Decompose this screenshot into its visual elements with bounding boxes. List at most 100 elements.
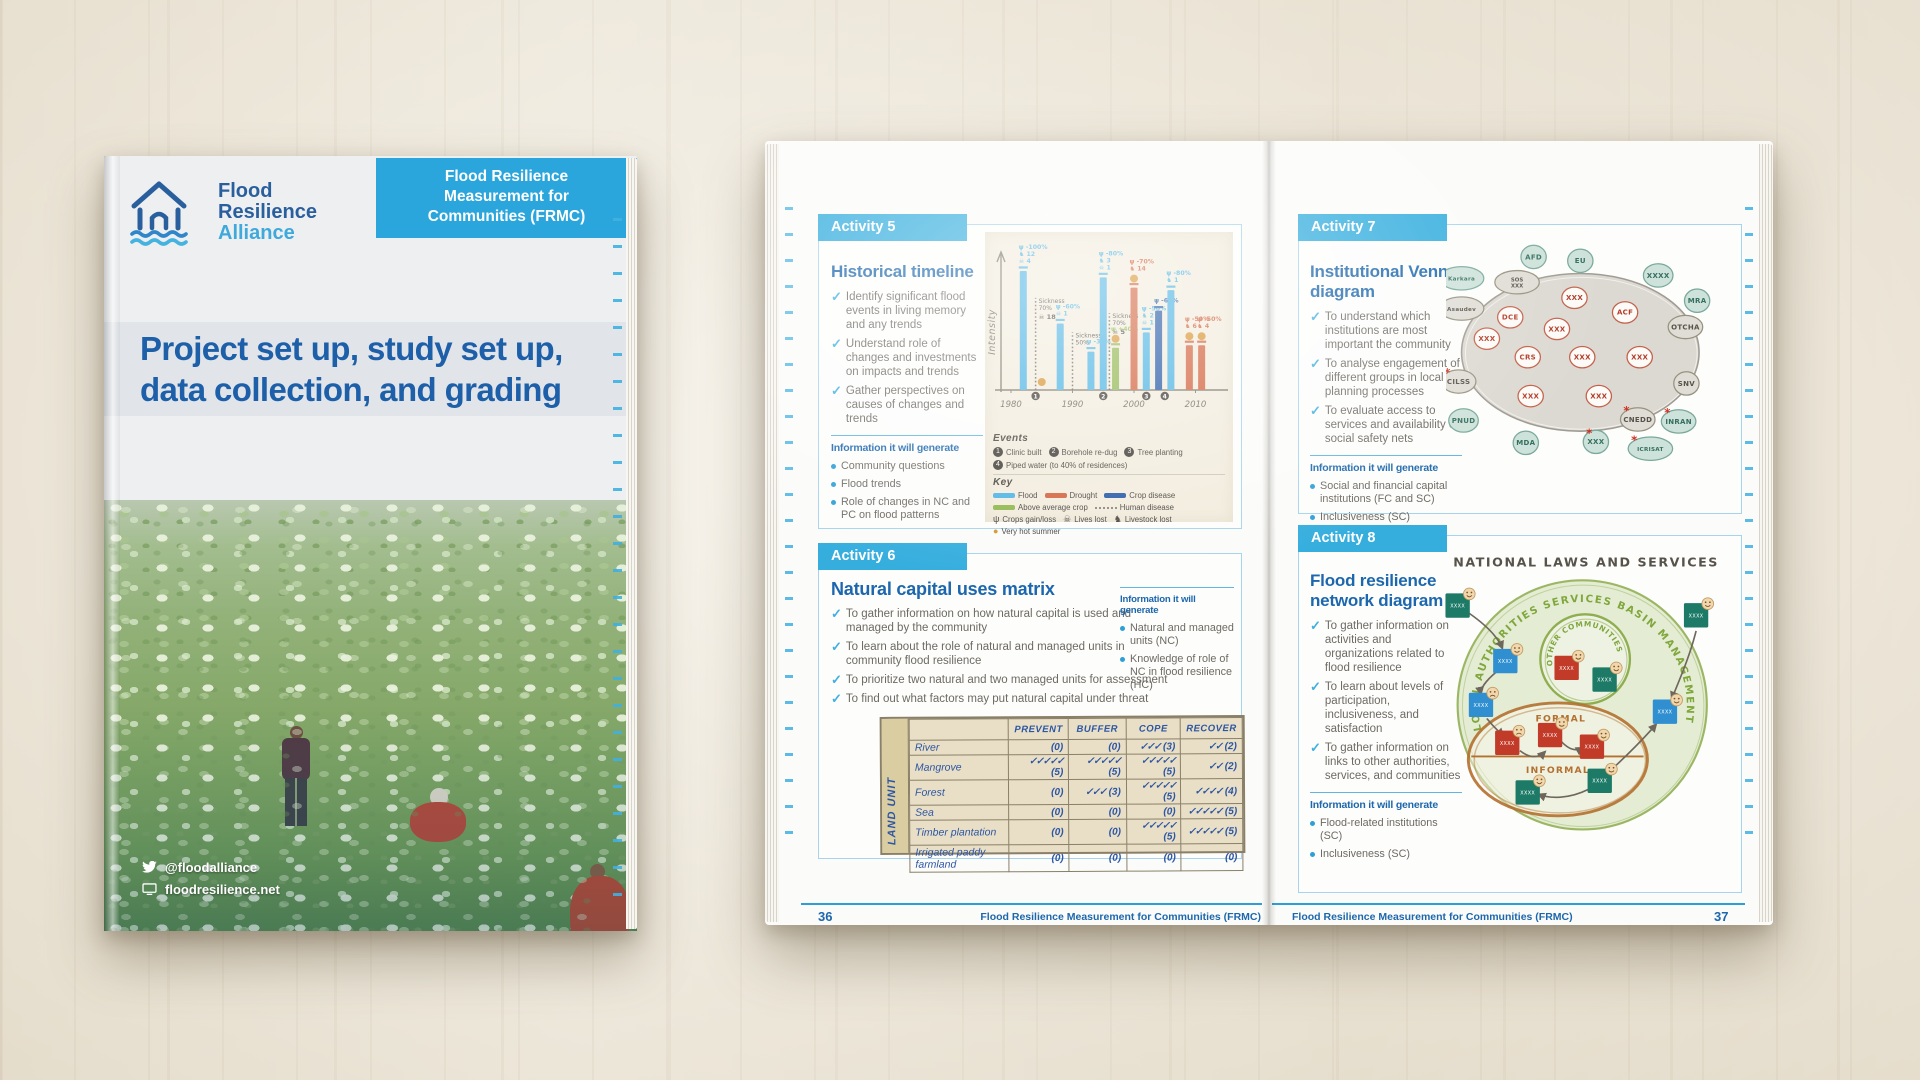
footer-rule (801, 903, 1262, 905)
star-marker: * (1664, 406, 1670, 420)
check-icon: ✓ (1310, 679, 1321, 694)
divider (1120, 587, 1234, 588)
matrix-column-header: COPE (1125, 717, 1181, 740)
svg-text:CRS: CRS (1520, 354, 1536, 362)
matrix-row: Irrigated paddy farmland (0) (0) (0) (0) (909, 843, 1243, 873)
venn-bubble: Karkara (1446, 266, 1485, 291)
matrix-row: River (0) (0) ✓✓✓ (3) ✓✓ (2) (909, 738, 1243, 756)
frmc-corner-badge: Flood Resilience Measurement for Communi… (376, 158, 637, 238)
svg-text:PNUD: PNUD (1452, 417, 1476, 425)
svg-text:♞ 2: ♞ 2 (1142, 312, 1154, 319)
venn-bubble: ACF (1611, 301, 1639, 324)
bullet-item: Flood-related institutions (SC) (1310, 817, 1462, 843)
face-icon (1512, 724, 1526, 738)
svg-text:XXXX: XXXX (1647, 272, 1670, 280)
matrix-cell: (0) (1069, 844, 1127, 872)
svg-text:ACF: ACF (1617, 309, 1633, 317)
bullet-dot (831, 500, 836, 505)
check-icon: ✓ (831, 672, 842, 687)
key-legend-item: Human disease (1094, 503, 1174, 512)
svg-text:♞ 12: ♞ 12 (1019, 251, 1035, 258)
color-swatch (1104, 493, 1127, 498)
events-legend: 1 Clinic built 2 Borehole re-dug 3 Tree plant… (993, 447, 1225, 470)
svg-text:1980: 1980 (1000, 400, 1022, 410)
check-item: ✓ To understand which institutions are mo… (1310, 309, 1451, 351)
svg-text:XXXX: XXXX (1474, 703, 1489, 709)
svg-text:DCE: DCE (1502, 314, 1519, 322)
venn-bubble: PNUD (1448, 408, 1479, 433)
dotted-swatch (1094, 506, 1117, 509)
svg-text:OTCHA: OTCHA (1671, 323, 1700, 331)
natural-capital-matrix: LAND UNIT PREVENT BUFFER COPE RECOVER River(… (879, 715, 1246, 873)
svg-text:INFORMAL: INFORMAL (1526, 765, 1590, 776)
matrix-row-label: Forest (909, 779, 1009, 806)
venn-bubble: XXX (1561, 286, 1588, 310)
svg-text:XXX: XXX (1590, 392, 1607, 400)
activity5-tab: Activity 5 (818, 214, 967, 241)
events-legend-item: 3 Tree planting (1124, 447, 1183, 457)
photo-person-standing (290, 726, 303, 739)
venn-bubble: AFD (1520, 244, 1547, 270)
check-item: ✓ To learn about levels of participation,… (1310, 679, 1444, 735)
svg-text:☠ 18: ☠ 18 (1039, 313, 1057, 321)
venn-bubble: ICRISAT* (1627, 433, 1674, 461)
key-legend-item: Above average crop (993, 503, 1088, 512)
venn-bubble: XXX (1626, 345, 1653, 369)
venn-bubble: MRA (1683, 288, 1711, 314)
check-icon: ✓ (831, 383, 842, 398)
key-legend: Flood Drought Crop disease Above average cr… (993, 491, 1225, 536)
matrix-cell: ✓✓✓✓✓ (5) (1126, 778, 1182, 805)
bullet-dot (1310, 852, 1315, 857)
activity6-tab: Activity 6 (818, 543, 967, 570)
key-legend-item: ☠ Lives lost (1063, 514, 1107, 525)
event-number-badge: 1 (993, 447, 1003, 457)
check-icon: ✓ (1310, 740, 1321, 755)
svg-text:XXXX: XXXX (1450, 604, 1465, 610)
key-legend-item: Drought (1044, 491, 1097, 500)
svg-text:ψ -60%: ψ -60% (1056, 303, 1080, 310)
star-marker: * (1446, 366, 1450, 380)
check-item: ✓ To gather information on activities and… (1310, 618, 1449, 674)
svg-text:☠ 4: ☠ 4 (1019, 258, 1032, 265)
face-icon (1533, 774, 1546, 788)
matrix-cell: (0) (1009, 844, 1070, 872)
matrix-row-label: Sea (909, 804, 1010, 821)
svg-text:Karkara: Karkara (1448, 277, 1475, 283)
svg-text:3: 3 (1144, 393, 1148, 400)
footer-text: Flood Resilience Measurement for Communi… (1292, 911, 1573, 923)
events-legend-item: 4 Piped water (to 40% of residences) (993, 460, 1127, 470)
twitter-handle: @floodalliance (165, 859, 258, 875)
face-icon (1486, 686, 1499, 700)
key-glyph: ♞ (1113, 514, 1122, 524)
photo-field (104, 500, 637, 931)
venn-bubble: XXX (1568, 345, 1596, 369)
house-waves-logo-icon (130, 181, 188, 246)
svg-text:1: 1 (1034, 393, 1038, 400)
star-marker: * (1586, 426, 1592, 440)
cover-title-band (104, 322, 637, 416)
page-36: Activity 5 Historical timeline ✓ Identify… (765, 141, 1276, 925)
matrix-cell: (0) (1069, 819, 1127, 845)
svg-text:XXXX: XXXX (1689, 613, 1704, 619)
svg-text:NATIONAL LAWS AND SERVICES: NATIONAL LAWS AND SERVICES (1453, 555, 1719, 570)
divider (993, 474, 1225, 475)
svg-text:Asaudev: Asaudev (1447, 307, 1476, 313)
matrix-cell: (0) (1068, 739, 1127, 755)
book-gutter (1262, 141, 1276, 925)
chart-legend: Events 1 Clinic built 2 Borehole re-dug 3 Tre… (985, 429, 1233, 536)
activity8-info-list: Flood-related institutions (SC) Inclusive… (1310, 817, 1462, 861)
svg-text:ψ -80%: ψ -80% (1166, 270, 1190, 277)
svg-text:XXX: XXX (1522, 392, 1539, 400)
page-number-37: 37 (1714, 909, 1729, 924)
bullet-item: Role of changes in NC and PC on flood pa… (831, 496, 983, 522)
matrix-cell: (0) (1126, 843, 1182, 872)
cover-spine (104, 156, 120, 931)
svg-text:XXX: XXX (1631, 354, 1648, 362)
svg-text:♞ 14: ♞ 14 (1130, 266, 1147, 273)
matrix-row: Mangrove ✓✓✓✓✓ (5) ✓✓✓✓✓ (5) ✓✓✓✓✓ (5) ✓✓ (2… (909, 753, 1243, 781)
activity7-tab: Activity 7 (1298, 214, 1447, 241)
color-swatch (1044, 493, 1067, 498)
